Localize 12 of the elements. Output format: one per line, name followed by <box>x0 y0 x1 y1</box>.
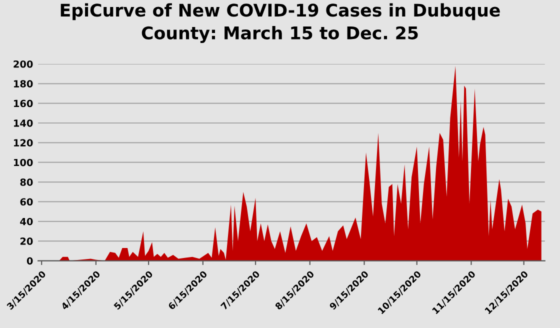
y-tick-label: 0 <box>26 257 33 265</box>
y-tick-label: 200 <box>14 60 33 68</box>
y-tick-label: 40 <box>20 218 33 226</box>
y-tick-label: 20 <box>20 238 33 245</box>
y-tick-label: 140 <box>14 119 33 127</box>
y-tick-label: 160 <box>14 100 33 108</box>
y-tick-label: 120 <box>14 139 33 147</box>
y-tick-label: 60 <box>20 198 33 206</box>
y-tick-label: 180 <box>14 80 33 88</box>
y-tick-label: 100 <box>14 158 33 166</box>
y-tick-label: 80 <box>20 178 33 186</box>
chart-title: EpiCurve of New COVID-19 Cases in Dubuque County: March 15 to Dec. 25 <box>60 3 500 43</box>
